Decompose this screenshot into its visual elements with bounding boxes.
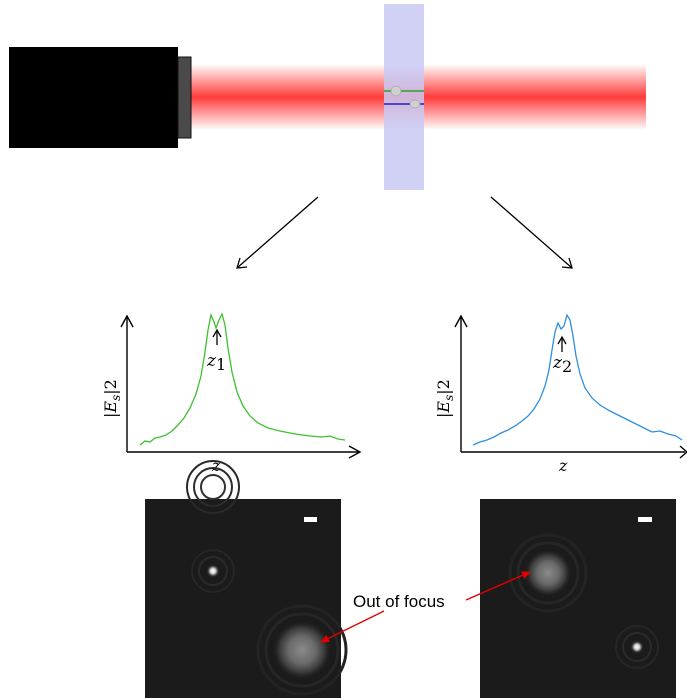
right-plot-ylabel: |Es|2 xyxy=(434,379,456,418)
right-plot-xlabel: z xyxy=(558,456,568,475)
right-peak-marker-arrow xyxy=(557,335,567,352)
laser-housing xyxy=(9,47,178,148)
right-scale-bar xyxy=(638,517,652,522)
arrow-to-left-plot xyxy=(236,196,319,269)
left-plot-curve xyxy=(139,312,346,446)
left-plot-axes xyxy=(120,314,362,459)
particle-1 xyxy=(390,85,402,97)
left-in-focus-particle xyxy=(186,460,240,514)
annotation-arrow-right xyxy=(465,571,531,601)
left-plot: z1 z |Es|2 xyxy=(101,312,362,475)
right-in-focus-particle xyxy=(615,625,659,669)
left-peak-marker-arrow xyxy=(212,328,222,345)
right-plot-axes xyxy=(454,314,687,459)
arrow-to-right-plot xyxy=(490,196,573,269)
left-blurred-particle xyxy=(256,604,348,696)
right-peak-marker-label: z2 xyxy=(552,353,572,376)
right-plot-curve xyxy=(472,313,683,446)
particle-2 xyxy=(409,99,421,109)
annotation-label-bg xyxy=(350,588,466,614)
sample-cell xyxy=(384,4,424,190)
left-plot-ylabel: |Es|2 xyxy=(101,379,123,418)
right-holographic-image xyxy=(480,499,676,698)
laser-aperture xyxy=(177,56,192,139)
annotation-label: Out of focus xyxy=(353,592,445,611)
left-peak-marker-label: z1 xyxy=(206,351,226,374)
annotation-arrow-left xyxy=(320,610,385,643)
left-holographic-image xyxy=(145,460,348,698)
left-scale-bar xyxy=(304,517,317,522)
right-blurred-particle xyxy=(508,533,588,613)
right-focus-spot xyxy=(630,640,644,654)
right-plot: z2 z |Es|2 xyxy=(434,313,687,475)
left-plot-xlabel: z xyxy=(211,456,221,475)
left-focus-spot xyxy=(206,564,220,578)
